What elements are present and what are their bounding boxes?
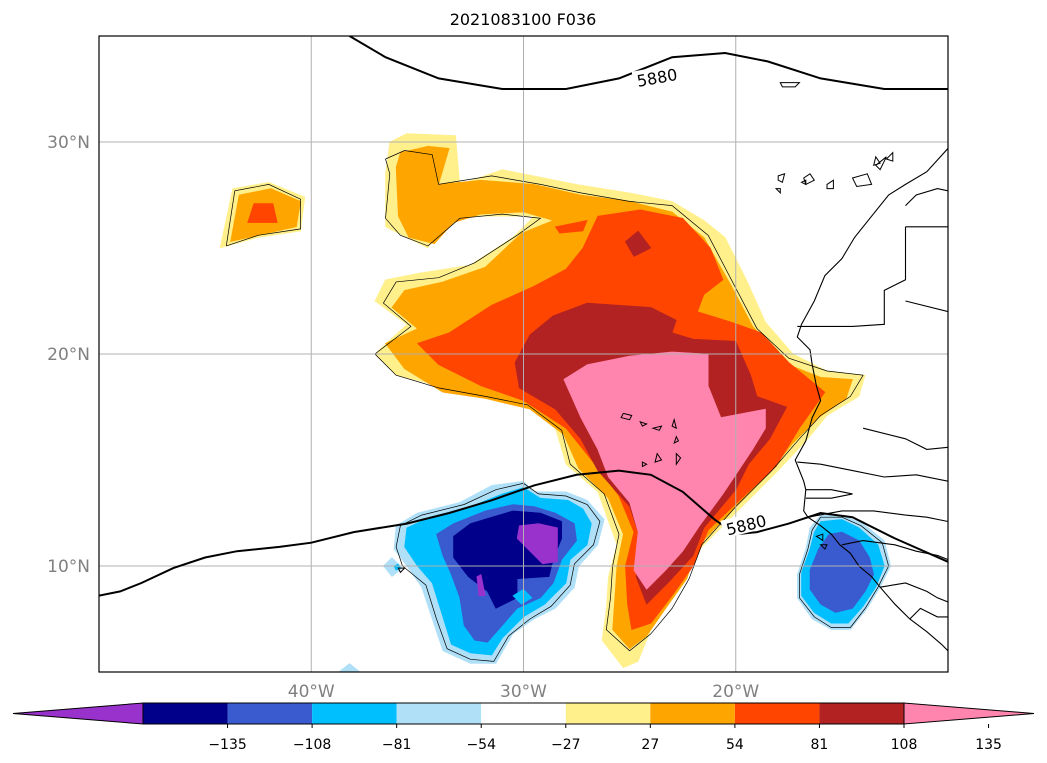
filled-region-9 — [554, 219, 588, 234]
colorbar-tick-label-4: −27 — [551, 737, 581, 753]
island-11 — [639, 420, 648, 427]
x-tick-label-2: 20°W — [712, 682, 759, 702]
colorbar-tick-label-6: 54 — [726, 737, 744, 753]
colorbar-tick-label-8: 108 — [891, 737, 918, 753]
coastline-10 — [905, 300, 948, 313]
island-8 — [774, 188, 781, 195]
island-14 — [673, 435, 680, 444]
contour-label-gap-0 — [631, 63, 683, 90]
island-6 — [875, 156, 887, 171]
map-frame — [98, 35, 949, 673]
x-tick-label-0: 40°W — [288, 682, 335, 702]
colorbar-frame — [142, 702, 905, 725]
colorbar-bin-7 — [650, 703, 735, 724]
island-3 — [826, 179, 834, 190]
colorbar-bin-3 — [312, 703, 397, 724]
filled-region-8 — [625, 230, 652, 257]
colorbar-bin-8 — [734, 703, 820, 724]
island-0 — [779, 82, 801, 88]
colorbar: −135 −108 −81 −54 −27 27 54 81 108 135 — [12, 702, 1035, 753]
colorbar-bin-2 — [227, 703, 313, 724]
y-tick-label-0: 10°N — [47, 557, 90, 577]
island-16 — [641, 461, 648, 468]
island-10 — [620, 412, 633, 421]
region-outline-2 — [395, 482, 601, 662]
coastline-2 — [797, 226, 907, 327]
colorbar-tick-label-1: −108 — [293, 737, 331, 753]
colorbar-extend-low — [12, 702, 144, 725]
region-outline-1 — [225, 184, 301, 247]
coastline-7 — [841, 540, 948, 561]
coastline-9 — [909, 607, 948, 620]
coastline-6 — [807, 510, 948, 523]
filled-region-14 — [512, 588, 533, 605]
colorbar-tick-label-9: 135 — [975, 737, 1002, 753]
contour-5880-line-0 — [348, 36, 948, 90]
y-tick-label-2: 30°N — [47, 133, 90, 153]
x-axis-ticks: 40°W 30°W 20°W — [288, 682, 760, 702]
island-13 — [671, 417, 678, 430]
colorbar-bin-4 — [396, 703, 482, 724]
colorbar-tick-label-0: −135 — [208, 737, 246, 753]
island-2 — [803, 173, 816, 186]
x-tick-label-1: 30°W — [500, 682, 547, 702]
colorbar-tick-label-5: 27 — [641, 737, 659, 753]
colorbar-tick-label-3: −54 — [466, 737, 496, 753]
coastline-11 — [862, 427, 948, 450]
colorbar-extend-high — [903, 702, 1035, 725]
coastlines — [397, 82, 948, 652]
region-outline-3 — [799, 516, 889, 628]
island-7 — [885, 151, 894, 162]
filled-region-16 — [476, 574, 486, 597]
colorbar-bin-9 — [819, 703, 904, 724]
island-20 — [397, 567, 406, 574]
coastline-0 — [794, 148, 948, 652]
filled-region-7 — [563, 351, 766, 590]
colorbar-bin-6 — [565, 703, 651, 724]
filled-region-22 — [809, 531, 875, 613]
coastline-1 — [905, 188, 948, 206]
colorbar-tick-label-7: 81 — [811, 737, 829, 753]
region-outline-0 — [374, 150, 864, 652]
island-17 — [675, 452, 682, 466]
colorbar-bin-1 — [143, 703, 228, 724]
island-15 — [654, 452, 663, 463]
filled-contours — [219, 133, 892, 672]
coastline-8 — [880, 582, 948, 603]
filled-region-19 — [338, 663, 361, 672]
y-axis-ticks: 10°N 20°N 30°N — [47, 133, 90, 577]
island-19 — [819, 544, 828, 550]
gridlines — [99, 36, 948, 672]
island-12 — [651, 425, 663, 431]
island-1 — [777, 173, 786, 184]
contour-5880-line-1 — [99, 469, 948, 597]
region-outlines — [225, 150, 889, 662]
contour-label-gap-1 — [720, 509, 772, 539]
filled-region-15 — [516, 523, 558, 565]
filled-region-2 — [247, 203, 278, 223]
y-tick-label-1: 20°N — [47, 345, 90, 365]
coastline-4 — [797, 461, 948, 482]
island-18 — [815, 533, 824, 542]
island-9 — [800, 179, 807, 186]
chart-title: 2021083100 F036 — [450, 10, 597, 29]
colorbar-tick-label-2: −81 — [382, 737, 412, 753]
colorbar-bin-5 — [481, 703, 566, 724]
island-4 — [851, 173, 873, 188]
coastline-5 — [805, 489, 853, 499]
